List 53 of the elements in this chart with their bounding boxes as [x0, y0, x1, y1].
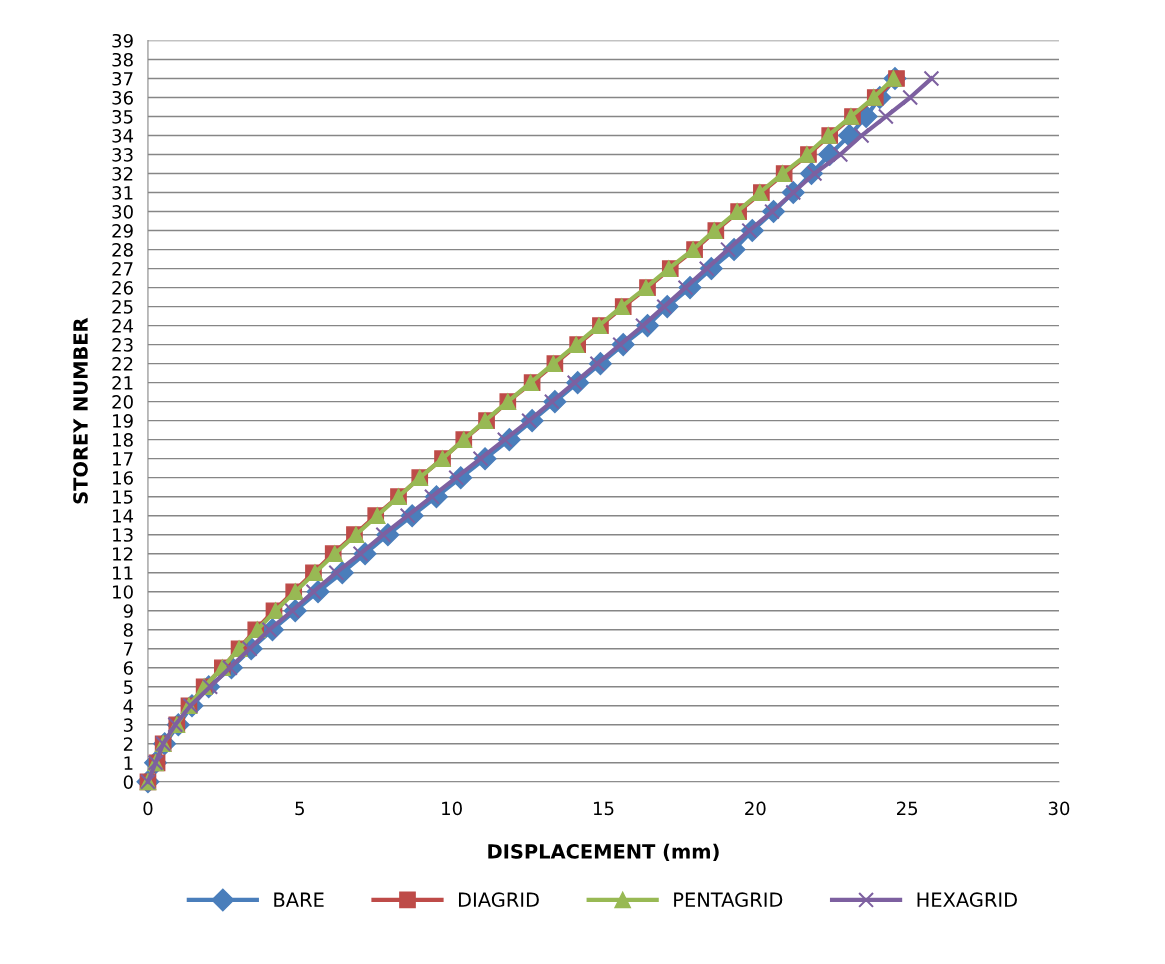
x-tick-label: 30 [1048, 801, 1070, 816]
y-tick-label: 5 [123, 680, 133, 694]
y-tick-label: 27 [112, 262, 133, 276]
y-tick-label: 8 [123, 623, 133, 637]
y-tick-label: 0 [123, 775, 133, 789]
y-tick-label: 23 [112, 338, 133, 352]
y-tick-label: 18 [113, 433, 133, 447]
y-tick-label: 10 [113, 585, 133, 599]
legend-label: BARE [274, 892, 324, 907]
y-tick-label: 26 [112, 281, 133, 295]
y-tick-label: 21 [112, 376, 133, 390]
x-tick-label: 5 [295, 801, 304, 816]
y-tick-label: 20 [112, 395, 133, 409]
y-tick-label: 3 [123, 718, 133, 732]
y-tick-label: 15 [113, 490, 133, 504]
y-tick-label: 33 [112, 148, 133, 162]
y-tick-label: 30 [112, 205, 133, 219]
x-tick-label: 25 [896, 801, 918, 816]
y-tick-label: 12 [113, 547, 133, 561]
y-tick-label: 34 [112, 128, 134, 143]
y-tick-label: 24 [112, 319, 134, 333]
y-tick-label: 37 [112, 71, 133, 86]
y-axis-title: STOREY NUMBER [73, 317, 88, 504]
y-tick-label: 7 [124, 642, 133, 656]
y-tick-label: 35 [112, 109, 133, 124]
y-tick-label: 13 [113, 528, 133, 542]
y-tick-label: 25 [112, 300, 133, 314]
x-tick-label: 10 [442, 801, 462, 816]
y-tick-label: 2 [123, 737, 133, 751]
y-tick-label: 32 [112, 167, 133, 181]
legend-label: DIAGRID [458, 892, 539, 908]
y-tick-label: 29 [112, 224, 133, 238]
y-tick-label: 31 [112, 186, 133, 200]
y-tick-label: 1 [124, 756, 133, 770]
y-tick-label: 16 [113, 471, 133, 485]
y-tick-label: 17 [113, 452, 133, 466]
x-tick-label: 15 [593, 801, 614, 816]
y-tick-label: 4 [123, 699, 134, 713]
y-tick-label: 36 [112, 90, 133, 105]
x-axis-title: DISPLACEMENT (mm) [488, 843, 719, 862]
y-tick-label: 19 [113, 414, 133, 428]
y-tick-label: 6 [123, 661, 133, 675]
y-tick-label: 14 [113, 509, 134, 523]
y-tick-label: 9 [123, 604, 133, 618]
y-tick-label: 28 [112, 243, 133, 257]
y-tick-label: 22 [112, 357, 133, 371]
legend-label: HEXAGRID [917, 892, 1017, 908]
x-tick-label: 20 [745, 801, 766, 816]
y-tick-label: 39 [112, 33, 133, 48]
legend-label: PENTAGRID [674, 892, 783, 908]
y-tick-label: 11 [113, 566, 133, 580]
x-tick-label: 0 [143, 801, 153, 816]
y-tick-label: 38 [112, 52, 133, 67]
